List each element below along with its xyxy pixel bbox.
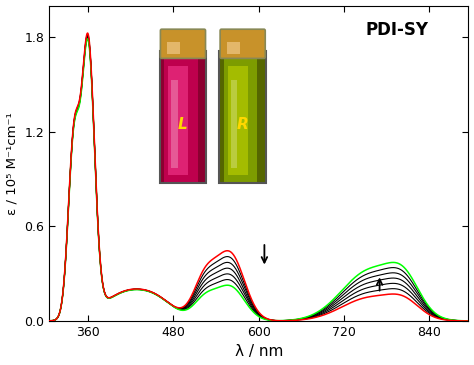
FancyBboxPatch shape	[220, 29, 265, 58]
Text: L: L	[178, 116, 188, 132]
Bar	[219, 51, 266, 182]
Bar	[160, 51, 206, 182]
Bar	[161, 51, 205, 182]
Bar	[162, 51, 204, 182]
Bar	[171, 80, 178, 168]
Bar	[164, 51, 202, 182]
Bar	[164, 51, 198, 182]
Bar	[224, 51, 257, 182]
Bar	[160, 51, 206, 182]
Bar	[167, 42, 180, 54]
Bar	[219, 51, 266, 182]
Bar	[163, 51, 203, 182]
Bar	[228, 66, 248, 175]
Text: R: R	[237, 116, 248, 132]
Bar	[163, 51, 203, 182]
Bar	[168, 66, 188, 175]
Bar	[159, 51, 207, 182]
Bar	[160, 51, 206, 182]
Bar	[160, 51, 206, 182]
Bar	[227, 42, 240, 54]
Bar	[231, 80, 237, 168]
Y-axis label: ε / 10⁵ M⁻¹cm⁻¹: ε / 10⁵ M⁻¹cm⁻¹	[6, 112, 18, 215]
X-axis label: λ / nm: λ / nm	[235, 345, 283, 360]
Text: PDI-SY: PDI-SY	[365, 21, 428, 39]
FancyBboxPatch shape	[160, 29, 206, 58]
